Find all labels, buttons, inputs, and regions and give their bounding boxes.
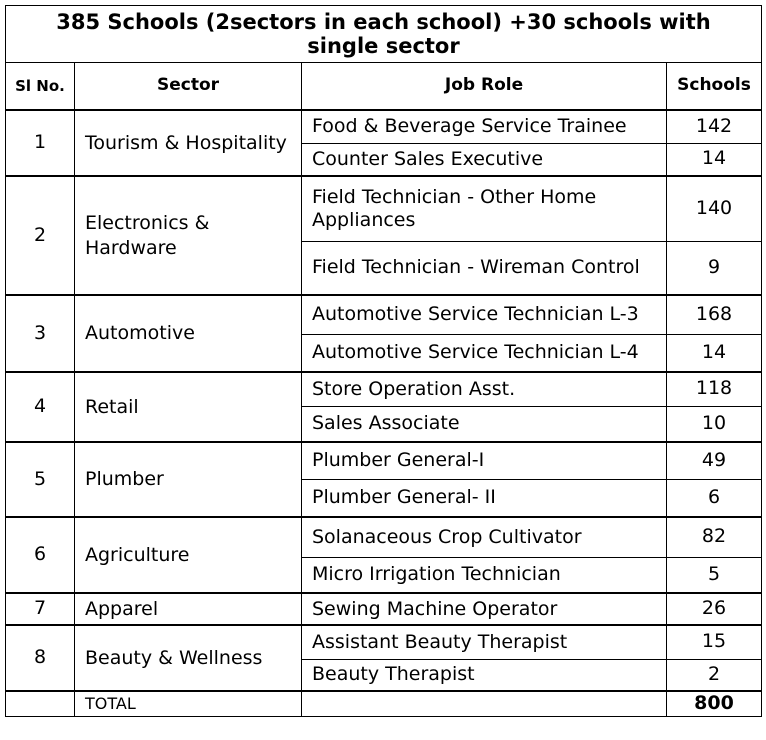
- table-row: 8 Beauty & Wellness Assistant Beauty The…: [5, 624, 762, 692]
- sl-cell: 6: [5, 516, 75, 594]
- table-row: 4 Retail Store Operation Asst. 118: [5, 371, 762, 443]
- sector-cell: Tourism & Hospitality: [74, 109, 302, 177]
- schools-cell: 140: [666, 175, 762, 242]
- schools-cell: 142: [666, 109, 762, 144]
- schools-cell: 15: [666, 624, 762, 660]
- header-schools: Schools: [666, 62, 762, 111]
- total-value: 800: [666, 690, 762, 717]
- job-role-cell: Automotive Service Technician L-4: [301, 333, 667, 373]
- total-row: TOTAL 800: [5, 690, 762, 717]
- schools-cell: 82: [666, 516, 762, 558]
- table-row: 7 Apparel Sewing Machine Operator 26: [5, 592, 762, 626]
- job-role-cell: Micro Irrigation Technician: [301, 556, 667, 594]
- job-role-cell: Plumber General- II: [301, 478, 667, 518]
- schools-cell: 6: [666, 478, 762, 518]
- job-role-cell: Field Technician - Other Home Appliances: [301, 175, 667, 242]
- table-row: Counter Sales Executive 14: [6, 142, 762, 177]
- table-row: Automotive Service Technician L-4 14: [6, 333, 762, 373]
- header-sl-no: Sl No.: [5, 62, 75, 111]
- schools-cell: 49: [666, 441, 762, 480]
- schools-cell: 168: [666, 294, 762, 335]
- sector-cell: Apparel: [74, 592, 302, 626]
- schools-cell: 14: [666, 333, 762, 373]
- schools-cell: 10: [666, 405, 762, 443]
- total-label: TOTAL: [74, 690, 302, 717]
- job-role-cell: Counter Sales Executive: [301, 142, 667, 177]
- sector-cell: Automotive: [74, 294, 302, 373]
- job-role-cell: Sales Associate: [301, 405, 667, 443]
- job-role-cell: Plumber General-I: [301, 441, 667, 480]
- sl-cell: 7: [5, 592, 75, 626]
- schools-cell: 118: [666, 371, 762, 407]
- job-role-cell: Field Technician - Wireman Control: [301, 240, 667, 296]
- total-empty-cell: [301, 690, 667, 717]
- total-empty-cell: [5, 690, 75, 717]
- table-row: Field Technician - Wireman Control 9: [6, 240, 762, 296]
- schools-cell: 2: [666, 658, 762, 692]
- job-role-cell: Beauty Therapist: [301, 658, 667, 692]
- job-role-cell: Store Operation Asst.: [301, 371, 667, 407]
- table-row: 1 Tourism & Hospitality Food & Beverage …: [5, 109, 762, 177]
- schools-cell: 5: [666, 556, 762, 594]
- sl-cell: 2: [5, 175, 75, 296]
- sl-cell: 4: [5, 371, 75, 443]
- header-job-role: Job Role: [301, 62, 667, 111]
- table-row: Plumber General- II 6: [6, 478, 762, 518]
- table-row: Sales Associate 10: [6, 405, 762, 443]
- schools-cell: 9: [666, 240, 762, 296]
- header-sector: Sector: [74, 62, 302, 111]
- sl-cell: 8: [5, 624, 75, 692]
- job-role-cell: Solanaceous Crop Cultivator: [301, 516, 667, 558]
- sector-cell: Retail: [74, 371, 302, 443]
- schools-cell: 14: [666, 142, 762, 177]
- sl-cell: 5: [5, 441, 75, 518]
- schools-table: 385 Schools (2sectors in each school) +3…: [5, 5, 762, 717]
- table-title: 385 Schools (2sectors in each school) +3…: [5, 5, 762, 63]
- sl-cell: 3: [5, 294, 75, 373]
- table-row: 2 Electronics & Hardware Field Technicia…: [5, 175, 762, 296]
- sector-cell: Beauty & Wellness: [74, 624, 302, 692]
- job-role-cell: Food & Beverage Service Trainee: [301, 109, 667, 144]
- table-row: Micro Irrigation Technician 5: [6, 556, 762, 594]
- sl-cell: 1: [5, 109, 75, 177]
- table-row: Beauty Therapist 2: [6, 658, 762, 692]
- table-row: 3 Automotive Automotive Service Technici…: [5, 294, 762, 373]
- schools-cell: 26: [666, 592, 762, 626]
- table-row: 6 Agriculture Solanaceous Crop Cultivato…: [5, 516, 762, 594]
- job-role-cell: Automotive Service Technician L-3: [301, 294, 667, 335]
- sector-cell: Agriculture: [74, 516, 302, 594]
- job-role-cell: Assistant Beauty Therapist: [301, 624, 667, 660]
- table-row: 5 Plumber Plumber General-I 49: [5, 441, 762, 518]
- sector-cell: Plumber: [74, 441, 302, 518]
- job-role-cell: Sewing Machine Operator: [301, 592, 667, 626]
- sector-cell: Electronics & Hardware: [74, 175, 302, 296]
